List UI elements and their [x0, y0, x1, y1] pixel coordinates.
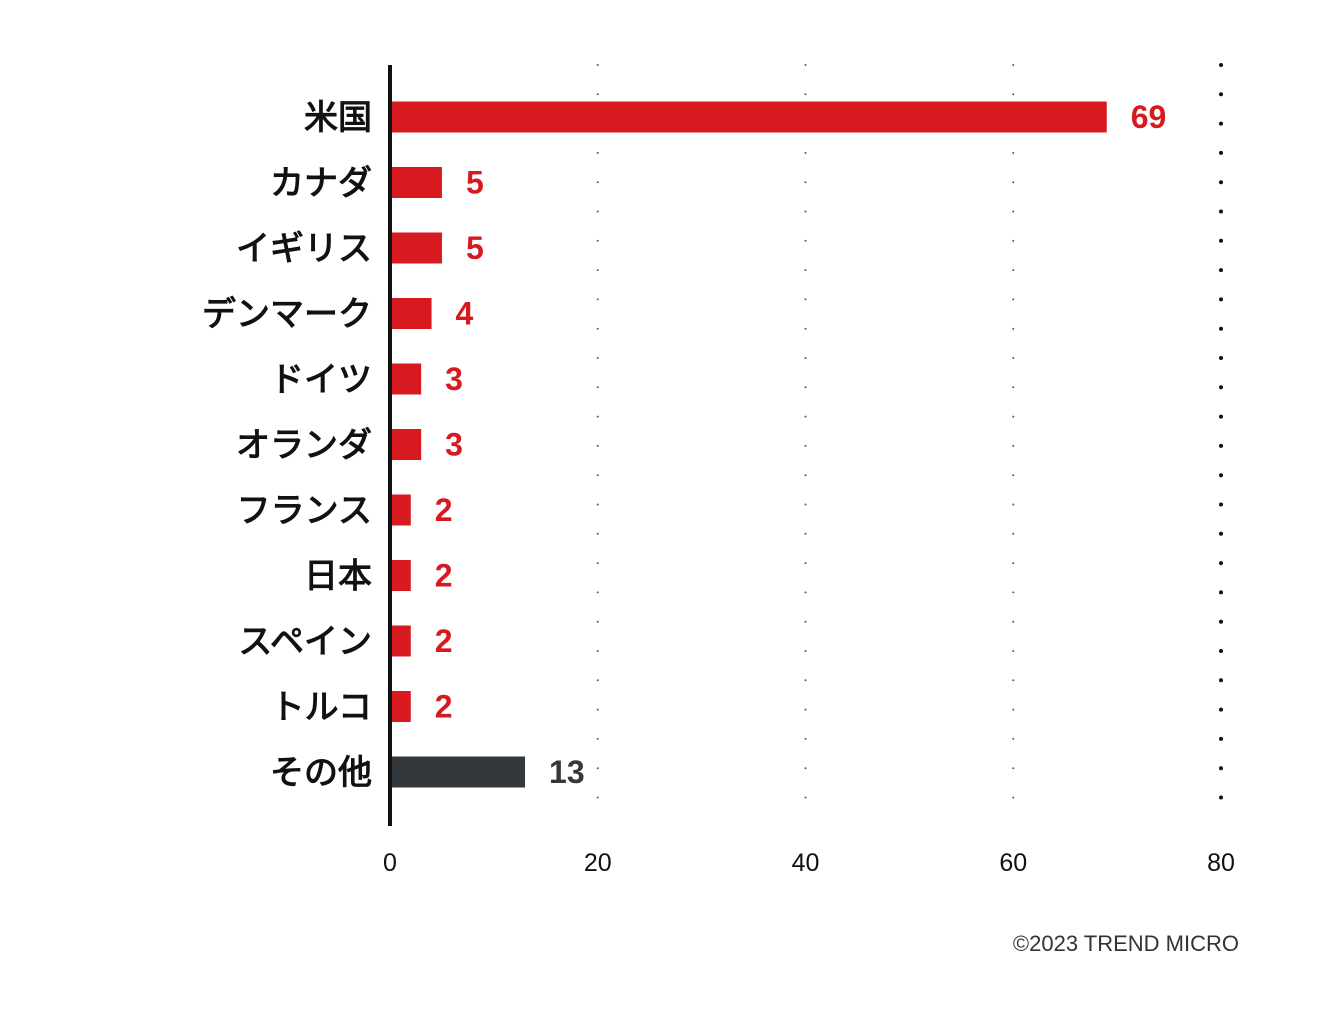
category-label: ドイツ: [270, 360, 372, 400]
bar: [390, 494, 411, 526]
value-label: 13: [549, 754, 585, 790]
value-label: 5: [466, 230, 484, 266]
category-label: デンマーク: [202, 295, 372, 335]
category-label: オランダ: [236, 426, 372, 466]
bar: [390, 625, 411, 657]
bar: [390, 298, 432, 329]
bar: [390, 691, 411, 722]
x-tick-label: 60: [999, 849, 1027, 877]
value-label: 2: [435, 689, 453, 725]
x-tick-label: 0: [383, 849, 397, 877]
value-label: 2: [435, 623, 453, 659]
x-tick-label: 40: [792, 849, 820, 877]
category-label: カナダ: [270, 164, 372, 204]
category-label: その他: [270, 753, 372, 793]
bar: [390, 429, 422, 460]
copyright-text: ©2023 TREND MICRO: [1012, 931, 1239, 956]
value-label: 3: [445, 427, 463, 463]
category-label: フランス: [237, 491, 372, 531]
value-label: 3: [445, 361, 463, 397]
bar: [390, 363, 422, 395]
value-label: 5: [466, 165, 484, 201]
value-label: 2: [435, 558, 453, 594]
category-label: スペイン: [238, 622, 372, 662]
bar: [390, 167, 442, 198]
x-tick-label: 20: [584, 849, 612, 877]
bar: [390, 560, 411, 591]
category-label: トルコ: [271, 688, 372, 728]
bar: [390, 756, 526, 788]
value-label: 69: [1131, 99, 1167, 135]
x-tick-label: 80: [1207, 849, 1235, 877]
value-label: 2: [435, 492, 453, 528]
value-label: 4: [456, 296, 474, 332]
category-label: イギリス: [236, 229, 372, 269]
category-label: 日本: [304, 557, 372, 597]
bar: [390, 101, 1107, 133]
bar: [390, 232, 442, 264]
category-label: 米国: [304, 98, 372, 138]
